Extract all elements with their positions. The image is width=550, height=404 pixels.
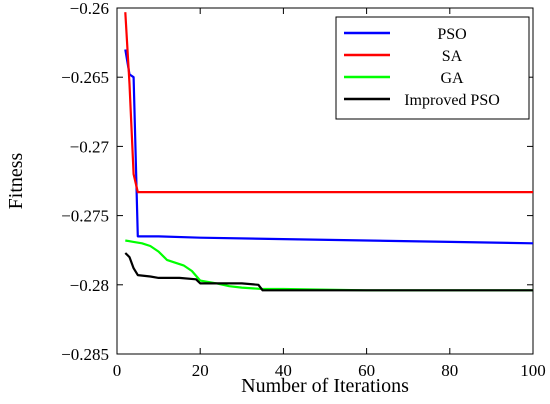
x-tick-label: 100: [520, 361, 546, 380]
legend-label-pso: PSO: [437, 26, 466, 43]
y-axis-label: Fitness: [5, 152, 27, 209]
series-line-sa: [124, 12, 533, 194]
x-tick-label: 60: [358, 361, 375, 380]
x-tick-label: 80: [441, 361, 458, 380]
series-line-ga: [125, 239, 533, 292]
y-tick-label: −0.28: [70, 276, 109, 295]
y-tick-label: −0.26: [70, 0, 109, 18]
x-tick-label: 20: [192, 361, 209, 380]
legend-label-sa: SA: [442, 48, 463, 65]
legend: PSO SA GA Improved PSO: [335, 16, 530, 120]
x-tick-label: 40: [275, 361, 292, 380]
y-tick-label: −0.265: [61, 68, 109, 87]
series-lines: [124, 12, 534, 292]
y-tick-label: −0.27: [70, 137, 110, 156]
legend-label-improved-pso: Improved PSO: [404, 92, 500, 109]
series-line-pso: [124, 49, 534, 245]
x-axis-label: Number of Iterations: [241, 375, 409, 397]
plot-area: [116, 7, 534, 355]
legend-label-ga: GA: [440, 70, 464, 87]
plot-frame: [116, 7, 534, 355]
series-line-improved-pso: [124, 252, 533, 292]
y-tick-label: −0.275: [61, 207, 109, 226]
x-tick-label: 0: [113, 361, 122, 380]
y-tick-label: −0.285: [61, 345, 109, 364]
axis-ticks: 0 20 40 60 80 100 −0.26 −0.265 −0.27 −0.275 −0.28 −…: [61, 0, 546, 380]
